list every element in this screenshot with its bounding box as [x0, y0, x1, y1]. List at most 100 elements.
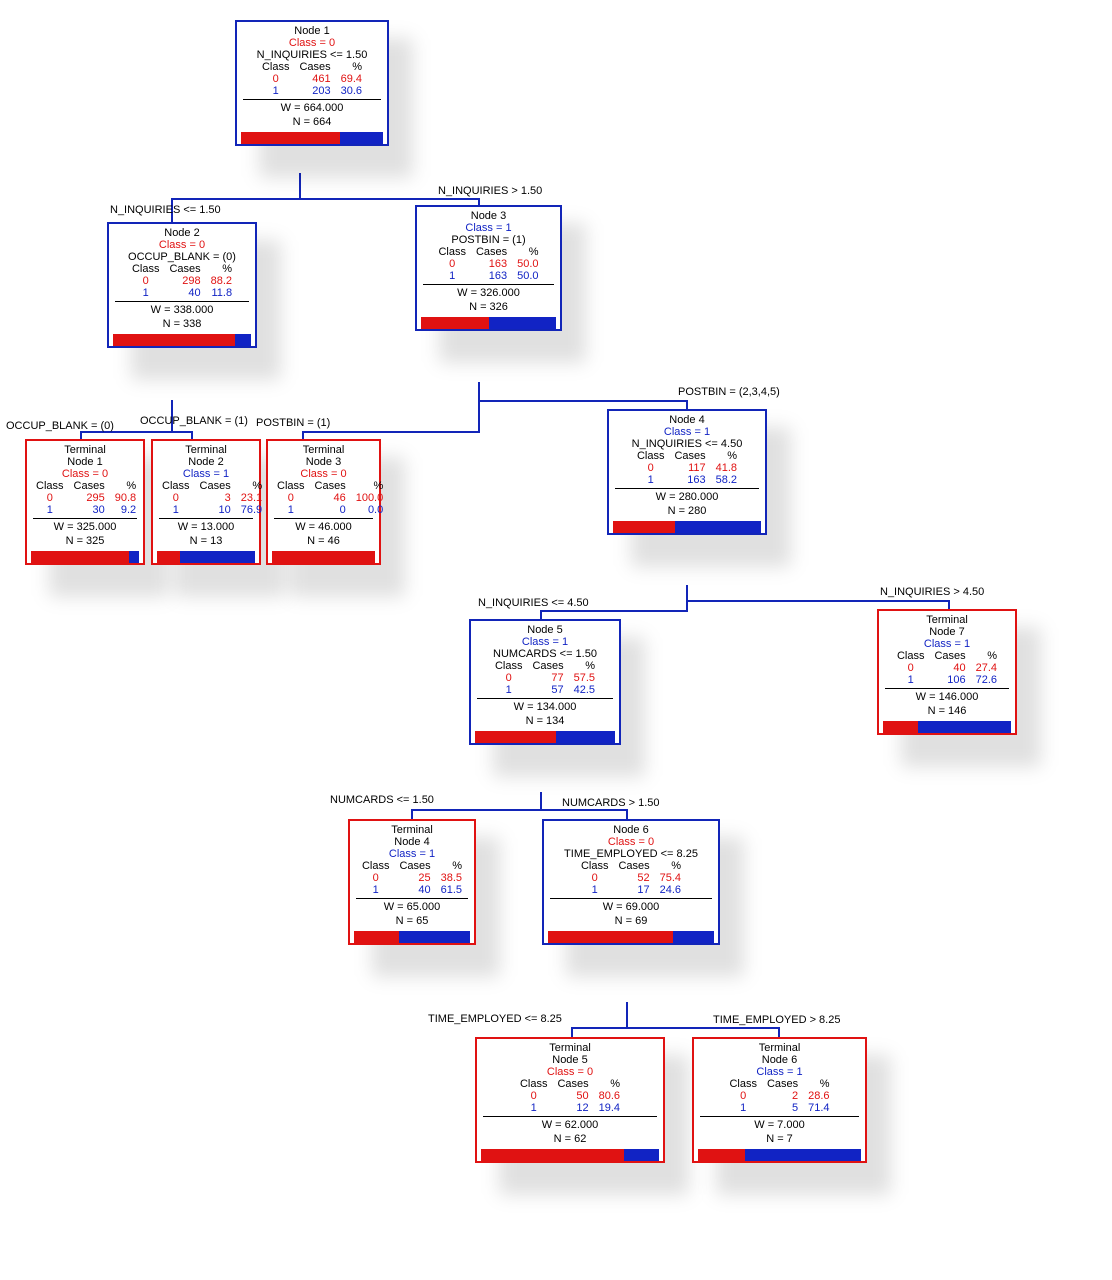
node-subtitle: Node 6	[698, 1054, 861, 1066]
decision-tree: N_INQUIRIES <= 1.50N_INQUIRIES > 1.50OCC…	[0, 0, 1112, 1280]
class-table: ClassCases%029888.214011.8	[127, 263, 237, 299]
table-cell: 52	[613, 872, 654, 884]
class-bar	[698, 1149, 861, 1161]
table-cell: 50.0	[512, 258, 543, 270]
table-cell: 57	[527, 684, 568, 696]
node-weight: W = 146.000	[883, 691, 1011, 705]
bar-class1	[675, 521, 761, 533]
table-cell: 24.6	[655, 884, 686, 896]
internal-node: Node 2Class = 0OCCUP_BLANK = (0)ClassCas…	[107, 222, 257, 348]
node-title: Terminal	[481, 1042, 659, 1054]
bar-class1	[918, 721, 1011, 733]
table-cell: 40	[164, 287, 205, 299]
table-cell: 1	[515, 1102, 553, 1114]
divider	[356, 898, 468, 899]
divider	[550, 898, 712, 899]
table-cell: 23.1	[236, 492, 267, 504]
bar-class1	[489, 317, 557, 329]
class-bar	[241, 132, 383, 144]
divider	[483, 1116, 657, 1117]
table-header: Cases	[394, 860, 435, 872]
class-bar	[31, 551, 139, 563]
node-n: N = 325	[31, 535, 139, 549]
table-header: Class	[433, 246, 471, 258]
table-cell: 298	[164, 275, 205, 287]
table-header: Class	[490, 660, 528, 672]
table-header: Class	[272, 480, 310, 492]
class-bar	[481, 1149, 659, 1161]
table-cell: 41.8	[711, 462, 742, 474]
table-cell: 163	[669, 474, 710, 486]
table-cell: 1	[257, 85, 295, 97]
table-cell: 0	[310, 504, 351, 516]
table-header: %	[512, 246, 543, 258]
node-class: Class = 1	[354, 848, 470, 860]
class-bar	[475, 731, 615, 743]
node-title: Terminal	[698, 1042, 861, 1054]
node-n: N = 62	[481, 1133, 659, 1147]
table-cell: 58.2	[711, 474, 742, 486]
class-table: ClassCases%04027.4110672.6	[892, 650, 1002, 686]
table-header: Cases	[552, 1078, 593, 1090]
table-cell: 12	[552, 1102, 593, 1114]
table-cell: 0	[490, 672, 528, 684]
table-cell: 75.4	[655, 872, 686, 884]
table-cell: 30	[69, 504, 110, 516]
table-cell: 100.0	[351, 492, 389, 504]
table-cell: 50.0	[512, 270, 543, 282]
table-cell: 117	[669, 462, 710, 474]
node-title: Terminal	[883, 614, 1011, 626]
table-header: %	[711, 450, 742, 462]
node-weight: W = 69.000	[548, 901, 714, 915]
split-rule: N_INQUIRIES <= 1.50	[241, 49, 383, 61]
internal-node: Node 1Class = 0N_INQUIRIES <= 1.50ClassC…	[235, 20, 389, 146]
node-class: Class = 0	[272, 468, 375, 480]
connector	[479, 382, 687, 409]
class-table: ClassCases%029590.81309.2	[31, 480, 141, 516]
class-table: ClassCases%046169.4120330.6	[257, 61, 367, 97]
edge-label: N_INQUIRIES <= 1.50	[110, 204, 221, 216]
node-n: N = 134	[475, 715, 615, 729]
node-class: Class = 1	[421, 222, 556, 234]
table-cell: 0	[257, 73, 295, 85]
split-rule: N_INQUIRIES <= 4.50	[613, 438, 761, 450]
edge-label: N_INQUIRIES > 4.50	[880, 586, 984, 598]
class-bar	[157, 551, 255, 563]
table-cell: 1	[892, 674, 930, 686]
divider	[115, 301, 249, 302]
table-header: Class	[724, 1078, 762, 1090]
edge-label: POSTBIN = (1)	[256, 417, 330, 429]
table-header: %	[594, 1078, 625, 1090]
node-weight: W = 326.000	[421, 287, 556, 301]
bar-class1	[235, 334, 251, 346]
table-cell: 1	[490, 684, 528, 696]
divider	[700, 1116, 859, 1117]
edge-label: OCCUP_BLANK = (1)	[140, 415, 248, 427]
class-table: ClassCases%0228.61571.4	[724, 1078, 834, 1114]
table-header: %	[336, 61, 367, 73]
class-table: ClassCases%02538.514061.5	[357, 860, 467, 896]
table-header: %	[351, 480, 389, 492]
internal-node: Node 4Class = 1N_INQUIRIES <= 4.50ClassC…	[607, 409, 767, 535]
divider	[274, 518, 373, 519]
terminal-node: TerminalNode 5Class = 0ClassCases%05080.…	[475, 1037, 665, 1163]
table-header: Class	[127, 263, 165, 275]
table-cell: 57.5	[569, 672, 600, 684]
table-cell: 11.8	[206, 287, 237, 299]
table-header: %	[803, 1078, 834, 1090]
split-rule: OCCUP_BLANK = (0)	[113, 251, 251, 263]
table-cell: 61.5	[436, 884, 467, 896]
table-header: %	[206, 263, 237, 275]
class-table: ClassCases%046100.0100.0	[272, 480, 388, 516]
node-n: N = 46	[272, 535, 375, 549]
class-bar	[613, 521, 761, 533]
terminal-node: TerminalNode 1Class = 0ClassCases%029590…	[25, 439, 145, 565]
bar-class0	[548, 931, 673, 943]
table-cell: 2	[762, 1090, 803, 1102]
node-weight: W = 7.000	[698, 1119, 861, 1133]
table-header: Class	[357, 860, 395, 872]
table-cell: 10	[195, 504, 236, 516]
node-title: Node 6	[548, 824, 714, 836]
internal-node: Node 5Class = 1NUMCARDS <= 1.50ClassCase…	[469, 619, 621, 745]
bar-class1	[180, 551, 255, 563]
